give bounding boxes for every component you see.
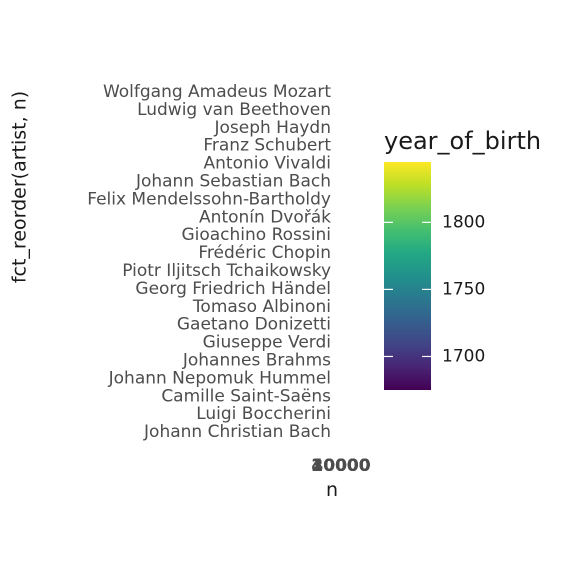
legend-tick-label: 1800: [442, 212, 485, 232]
y-axis-title: fct_reorder(artist, n): [9, 91, 31, 283]
colorbar: [384, 162, 431, 390]
x-axis-title: n: [326, 479, 338, 501]
legend-title: year_of_birth: [384, 127, 541, 155]
legend-tick-label: 1750: [442, 279, 485, 299]
legend: year_of_birth 1700 1750 1800: [384, 127, 541, 390]
x-tick-label: 40000: [311, 456, 370, 476]
category-label: Johann Christian Bach: [143, 422, 331, 442]
legend-tick-label: 1700: [442, 346, 485, 366]
